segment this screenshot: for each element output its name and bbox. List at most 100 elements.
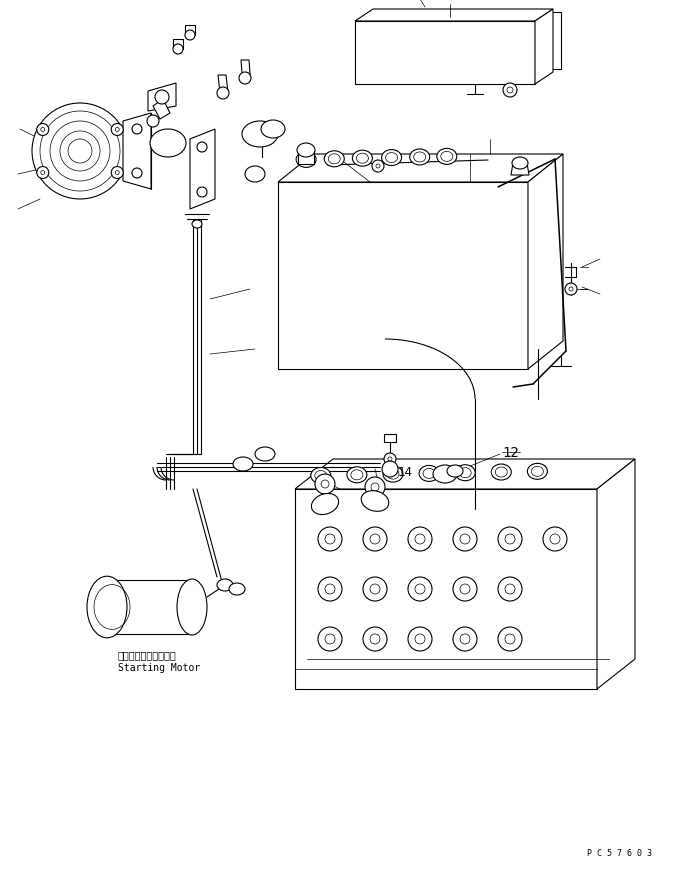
Ellipse shape — [381, 150, 402, 166]
Circle shape — [365, 477, 385, 497]
Ellipse shape — [192, 221, 202, 229]
Circle shape — [498, 577, 522, 601]
Ellipse shape — [361, 491, 389, 512]
Polygon shape — [218, 76, 228, 94]
Circle shape — [132, 169, 142, 179]
Circle shape — [498, 527, 522, 551]
Circle shape — [408, 577, 432, 601]
Circle shape — [505, 634, 515, 644]
Circle shape — [111, 168, 123, 179]
Circle shape — [239, 73, 251, 85]
Ellipse shape — [352, 151, 373, 167]
Ellipse shape — [297, 144, 315, 158]
Ellipse shape — [447, 466, 463, 477]
Ellipse shape — [245, 167, 265, 182]
Circle shape — [453, 577, 477, 601]
Circle shape — [115, 129, 119, 132]
Circle shape — [111, 124, 123, 136]
Circle shape — [370, 634, 380, 644]
Polygon shape — [190, 129, 215, 209]
Circle shape — [498, 627, 522, 651]
Circle shape — [318, 577, 342, 601]
Ellipse shape — [300, 156, 312, 165]
Polygon shape — [185, 26, 195, 36]
Ellipse shape — [512, 158, 528, 169]
Circle shape — [415, 534, 425, 544]
Text: 14: 14 — [398, 466, 413, 479]
Text: P C 5 7 6 0 3: P C 5 7 6 0 3 — [587, 848, 652, 857]
Ellipse shape — [324, 151, 345, 168]
Text: Starting Motor: Starting Motor — [118, 662, 200, 673]
Ellipse shape — [261, 121, 285, 139]
Ellipse shape — [410, 149, 430, 166]
Circle shape — [173, 45, 183, 55]
Polygon shape — [355, 10, 553, 22]
Polygon shape — [355, 22, 535, 85]
Circle shape — [503, 84, 517, 98]
Polygon shape — [597, 460, 635, 689]
Ellipse shape — [315, 471, 327, 481]
Circle shape — [453, 527, 477, 551]
Ellipse shape — [433, 466, 457, 483]
Ellipse shape — [311, 494, 338, 515]
Ellipse shape — [495, 468, 507, 477]
Ellipse shape — [87, 576, 127, 638]
Ellipse shape — [347, 468, 367, 483]
Polygon shape — [511, 164, 529, 176]
Circle shape — [370, 534, 380, 544]
Ellipse shape — [383, 467, 403, 482]
Circle shape — [371, 483, 379, 492]
Polygon shape — [278, 155, 563, 182]
Circle shape — [372, 161, 384, 173]
Circle shape — [185, 31, 195, 41]
Ellipse shape — [255, 448, 275, 461]
Ellipse shape — [242, 122, 278, 148]
Circle shape — [565, 283, 577, 295]
Ellipse shape — [296, 152, 316, 169]
Circle shape — [315, 474, 335, 494]
Ellipse shape — [328, 155, 340, 164]
Polygon shape — [528, 155, 563, 369]
Circle shape — [505, 584, 515, 594]
Circle shape — [569, 288, 573, 292]
Circle shape — [115, 171, 119, 176]
Text: 12: 12 — [502, 446, 519, 460]
Circle shape — [197, 143, 207, 153]
Ellipse shape — [527, 464, 548, 480]
Circle shape — [415, 584, 425, 594]
Polygon shape — [278, 182, 528, 369]
Polygon shape — [535, 10, 553, 85]
Ellipse shape — [441, 152, 453, 163]
Circle shape — [155, 91, 169, 105]
Circle shape — [507, 88, 513, 94]
Ellipse shape — [423, 469, 435, 479]
Circle shape — [376, 165, 380, 169]
Ellipse shape — [419, 466, 439, 482]
Circle shape — [41, 171, 45, 176]
Circle shape — [550, 534, 560, 544]
Circle shape — [41, 129, 45, 132]
Circle shape — [37, 168, 49, 179]
Circle shape — [325, 584, 335, 594]
Ellipse shape — [233, 457, 253, 472]
Ellipse shape — [437, 149, 457, 165]
Ellipse shape — [414, 153, 426, 163]
Circle shape — [147, 116, 159, 128]
Circle shape — [460, 584, 470, 594]
Polygon shape — [123, 114, 151, 189]
Circle shape — [197, 188, 207, 198]
Circle shape — [363, 627, 387, 651]
Ellipse shape — [356, 154, 368, 164]
Ellipse shape — [491, 465, 511, 481]
Circle shape — [217, 88, 229, 100]
Circle shape — [318, 527, 342, 551]
Circle shape — [382, 461, 398, 477]
Circle shape — [408, 527, 432, 551]
Polygon shape — [153, 100, 170, 120]
Ellipse shape — [455, 465, 475, 481]
Ellipse shape — [229, 583, 245, 595]
Circle shape — [460, 634, 470, 644]
Circle shape — [325, 634, 335, 644]
Polygon shape — [298, 151, 314, 165]
Circle shape — [505, 534, 515, 544]
